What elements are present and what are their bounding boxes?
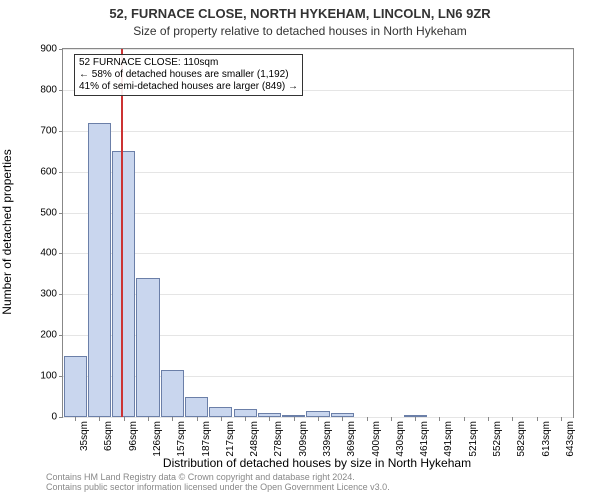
y-tick-label: 900 [40,44,57,55]
y-tick-label: 800 [40,84,57,95]
footer-line-2: Contains public sector information licen… [46,482,390,492]
gridline [63,49,573,50]
histogram-bar [234,409,257,417]
annotation-line: 41% of semi-detached houses are larger (… [79,81,298,93]
x-tick-label: 582sqm [516,421,527,457]
histogram-bar [64,356,87,417]
y-tick-label: 300 [40,289,57,300]
x-tick-label: 157sqm [176,421,187,457]
page-title: 52, FURNACE CLOSE, NORTH HYKEHAM, LINCOL… [0,6,600,21]
page-subtitle: Size of property relative to detached ho… [0,24,600,38]
y-tick-label: 400 [40,248,57,259]
x-tick-label: 35sqm [79,421,90,451]
x-tick-label: 278sqm [273,421,284,457]
annotation-line: 52 FURNACE CLOSE: 110sqm [79,57,298,69]
x-tick-label: 339sqm [322,421,333,457]
histogram-bar [185,397,208,417]
x-tick-label: 491sqm [443,421,454,457]
x-tick-label: 187sqm [201,421,212,457]
y-tick-label: 0 [51,412,57,423]
gridline [63,172,573,173]
annotation-line: ← 58% of detached houses are smaller (1,… [79,69,298,81]
histogram-bar [209,407,232,417]
x-axis-label: Distribution of detached houses by size … [62,456,572,470]
y-tick-label: 500 [40,207,57,218]
x-tick-label: 400sqm [371,421,382,457]
histogram-bar [161,370,184,417]
x-tick-label: 96sqm [128,421,139,451]
y-tick-label: 100 [40,371,57,382]
histogram-bar [112,151,135,417]
histogram-chart: 010020030040050060070080090035sqm65sqm96… [62,48,574,418]
y-axis-label: Number of detached properties [0,149,14,314]
histogram-bar [88,123,111,417]
footer-attribution: Contains HM Land Registry data © Crown c… [46,472,390,492]
gridline [63,131,573,132]
x-tick-label: 643sqm [565,421,576,457]
x-tick-label: 613sqm [541,421,552,457]
x-tick-label: 521sqm [468,421,479,457]
x-tick-label: 248sqm [249,421,260,457]
x-tick-label: 552sqm [492,421,503,457]
y-tick-label: 700 [40,125,57,136]
gridline [63,213,573,214]
x-tick-label: 65sqm [103,421,114,451]
x-tick-label: 309sqm [298,421,309,457]
gridline [63,253,573,254]
x-tick-label: 217sqm [225,421,236,457]
x-tick-label: 126sqm [152,421,163,457]
reference-line [121,49,123,417]
y-tick-label: 200 [40,330,57,341]
x-tick-label: 461sqm [419,421,430,457]
histogram-bar [136,278,159,417]
y-tick-label: 600 [40,166,57,177]
annotation-box: 52 FURNACE CLOSE: 110sqm← 58% of detache… [74,54,303,96]
x-tick-label: 430sqm [395,421,406,457]
x-tick-label: 369sqm [346,421,357,457]
footer-line-1: Contains HM Land Registry data © Crown c… [46,472,390,482]
